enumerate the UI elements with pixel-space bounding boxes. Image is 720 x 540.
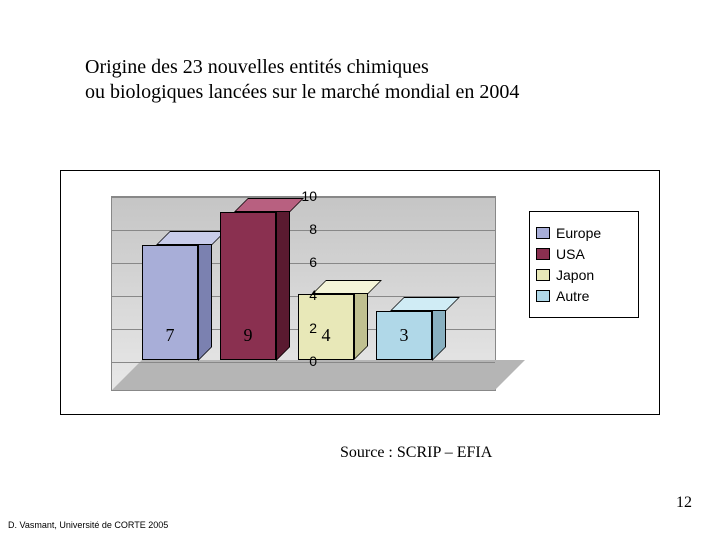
legend-item: USA — [536, 246, 632, 262]
chart-container: 7943 0246810 EuropeUSAJaponAutre — [60, 170, 660, 415]
legend-item: Japon — [536, 267, 632, 283]
bar: 3 — [376, 297, 432, 361]
legend-item: Europe — [536, 225, 632, 241]
footer-credit: D. Vasmant, Université de CORTE 2005 — [8, 520, 168, 530]
bar-top — [390, 297, 460, 311]
title-line-1: Origine des 23 nouvelles entités chimiqu… — [85, 56, 429, 78]
bar-value-label: 7 — [142, 325, 198, 346]
legend-label: USA — [556, 246, 585, 262]
y-axis-label: 4 — [287, 287, 317, 303]
bar-top — [312, 280, 382, 294]
y-axis-label: 10 — [287, 188, 317, 204]
legend-item: Autre — [536, 288, 632, 304]
bar-value-label: 9 — [220, 325, 276, 346]
bar: 9 — [220, 198, 276, 361]
bar-side — [198, 231, 212, 361]
legend-swatch — [536, 290, 550, 302]
chart-floor — [112, 360, 525, 390]
legend-swatch — [536, 227, 550, 239]
source-text: Source : SCRIP – EFIA — [340, 444, 492, 462]
y-axis-label: 6 — [287, 254, 317, 270]
legend-label: Europe — [556, 225, 601, 241]
y-axis-label: 0 — [287, 353, 317, 369]
legend-label: Autre — [556, 288, 589, 304]
bar-top — [156, 231, 226, 245]
bar-value-label: 3 — [376, 325, 432, 346]
title-line-2: ou biologiques lancées sur le marché mon… — [85, 81, 519, 103]
legend-label: Japon — [556, 267, 594, 283]
y-axis-label: 2 — [287, 320, 317, 336]
bar: 7 — [142, 231, 198, 361]
chart-title: Origine des 23 nouvelles entités chimiqu… — [85, 55, 519, 105]
page-number: 12 — [676, 494, 692, 512]
legend-swatch — [536, 248, 550, 260]
legend-swatch — [536, 269, 550, 281]
legend: Europe USA Japon Autre — [529, 211, 639, 318]
y-axis-label: 8 — [287, 221, 317, 237]
